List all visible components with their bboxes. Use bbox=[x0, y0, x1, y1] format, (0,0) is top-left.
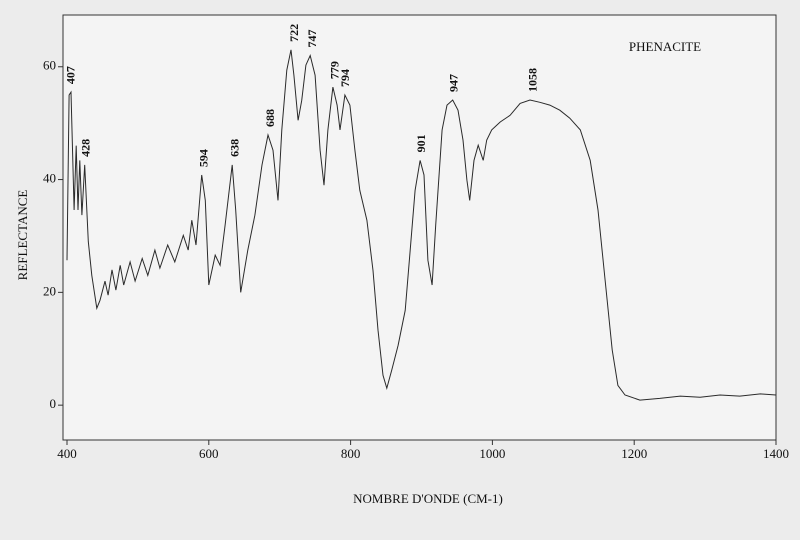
y-tick-label: 0 bbox=[50, 396, 57, 411]
peak-label: 407 bbox=[64, 66, 78, 84]
spectrum-line bbox=[66, 49, 777, 401]
x-tick-label: 1400 bbox=[763, 446, 789, 461]
x-tick-label: 800 bbox=[341, 446, 361, 461]
x-tick-label: 1000 bbox=[479, 446, 505, 461]
plot-frame bbox=[62, 14, 777, 441]
peak-label: 779 bbox=[327, 61, 341, 79]
x-tick-label: 1200 bbox=[621, 446, 647, 461]
peak-label: 594 bbox=[196, 149, 210, 167]
x-tick-label: 400 bbox=[57, 446, 77, 461]
peak-label: 1058 bbox=[525, 68, 539, 92]
peak-label: 428 bbox=[79, 139, 93, 157]
x-tick-label: 600 bbox=[199, 446, 219, 461]
peak-label: 638 bbox=[227, 139, 241, 157]
y-tick-label: 40 bbox=[43, 171, 56, 186]
peak-label: 794 bbox=[338, 69, 352, 87]
peak-label: 688 bbox=[263, 109, 277, 127]
peak-label: 722 bbox=[287, 24, 301, 42]
peak-label: 747 bbox=[305, 29, 319, 47]
y-axis-label: REFLECTANCE bbox=[15, 190, 30, 281]
peak-label: 947 bbox=[447, 74, 461, 92]
peak-label: 901 bbox=[414, 134, 428, 152]
y-tick-label: 60 bbox=[43, 58, 56, 73]
y-tick-label: 20 bbox=[43, 283, 56, 298]
x-axis-label: NOMBRE D'ONDE (CM-1) bbox=[353, 491, 503, 506]
chart-title: PHENACITE bbox=[629, 39, 701, 54]
